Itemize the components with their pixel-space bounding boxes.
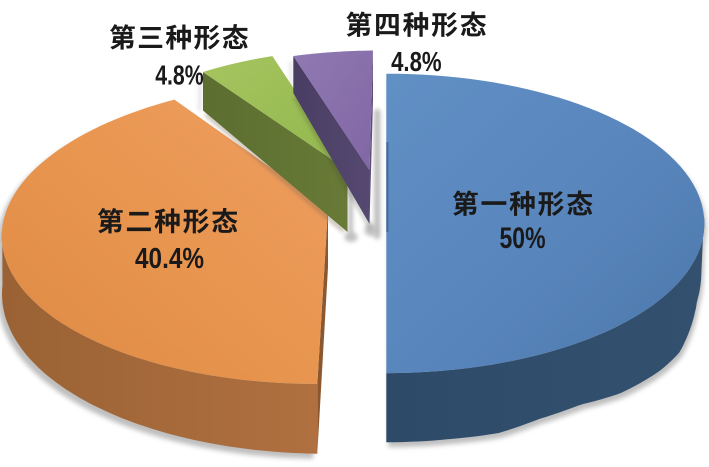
svg-text:40.4%: 40.4% bbox=[135, 243, 204, 275]
svg-text:50%: 50% bbox=[500, 222, 546, 255]
svg-text:4.8%: 4.8% bbox=[391, 46, 442, 77]
svg-text:4.8%: 4.8% bbox=[155, 59, 204, 90]
